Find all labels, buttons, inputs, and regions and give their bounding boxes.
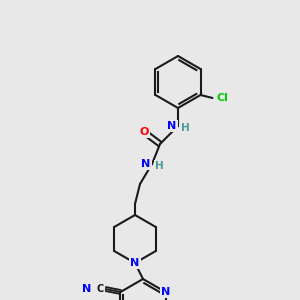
Text: Cl: Cl	[217, 93, 229, 103]
Text: N: N	[167, 121, 177, 131]
Text: N: N	[141, 159, 151, 169]
Text: O: O	[139, 127, 149, 137]
Text: N: N	[82, 284, 91, 294]
Text: C: C	[97, 284, 104, 294]
Text: H: H	[181, 123, 189, 133]
Text: N: N	[161, 287, 170, 297]
Text: H: H	[154, 161, 164, 171]
Text: N: N	[130, 258, 140, 268]
